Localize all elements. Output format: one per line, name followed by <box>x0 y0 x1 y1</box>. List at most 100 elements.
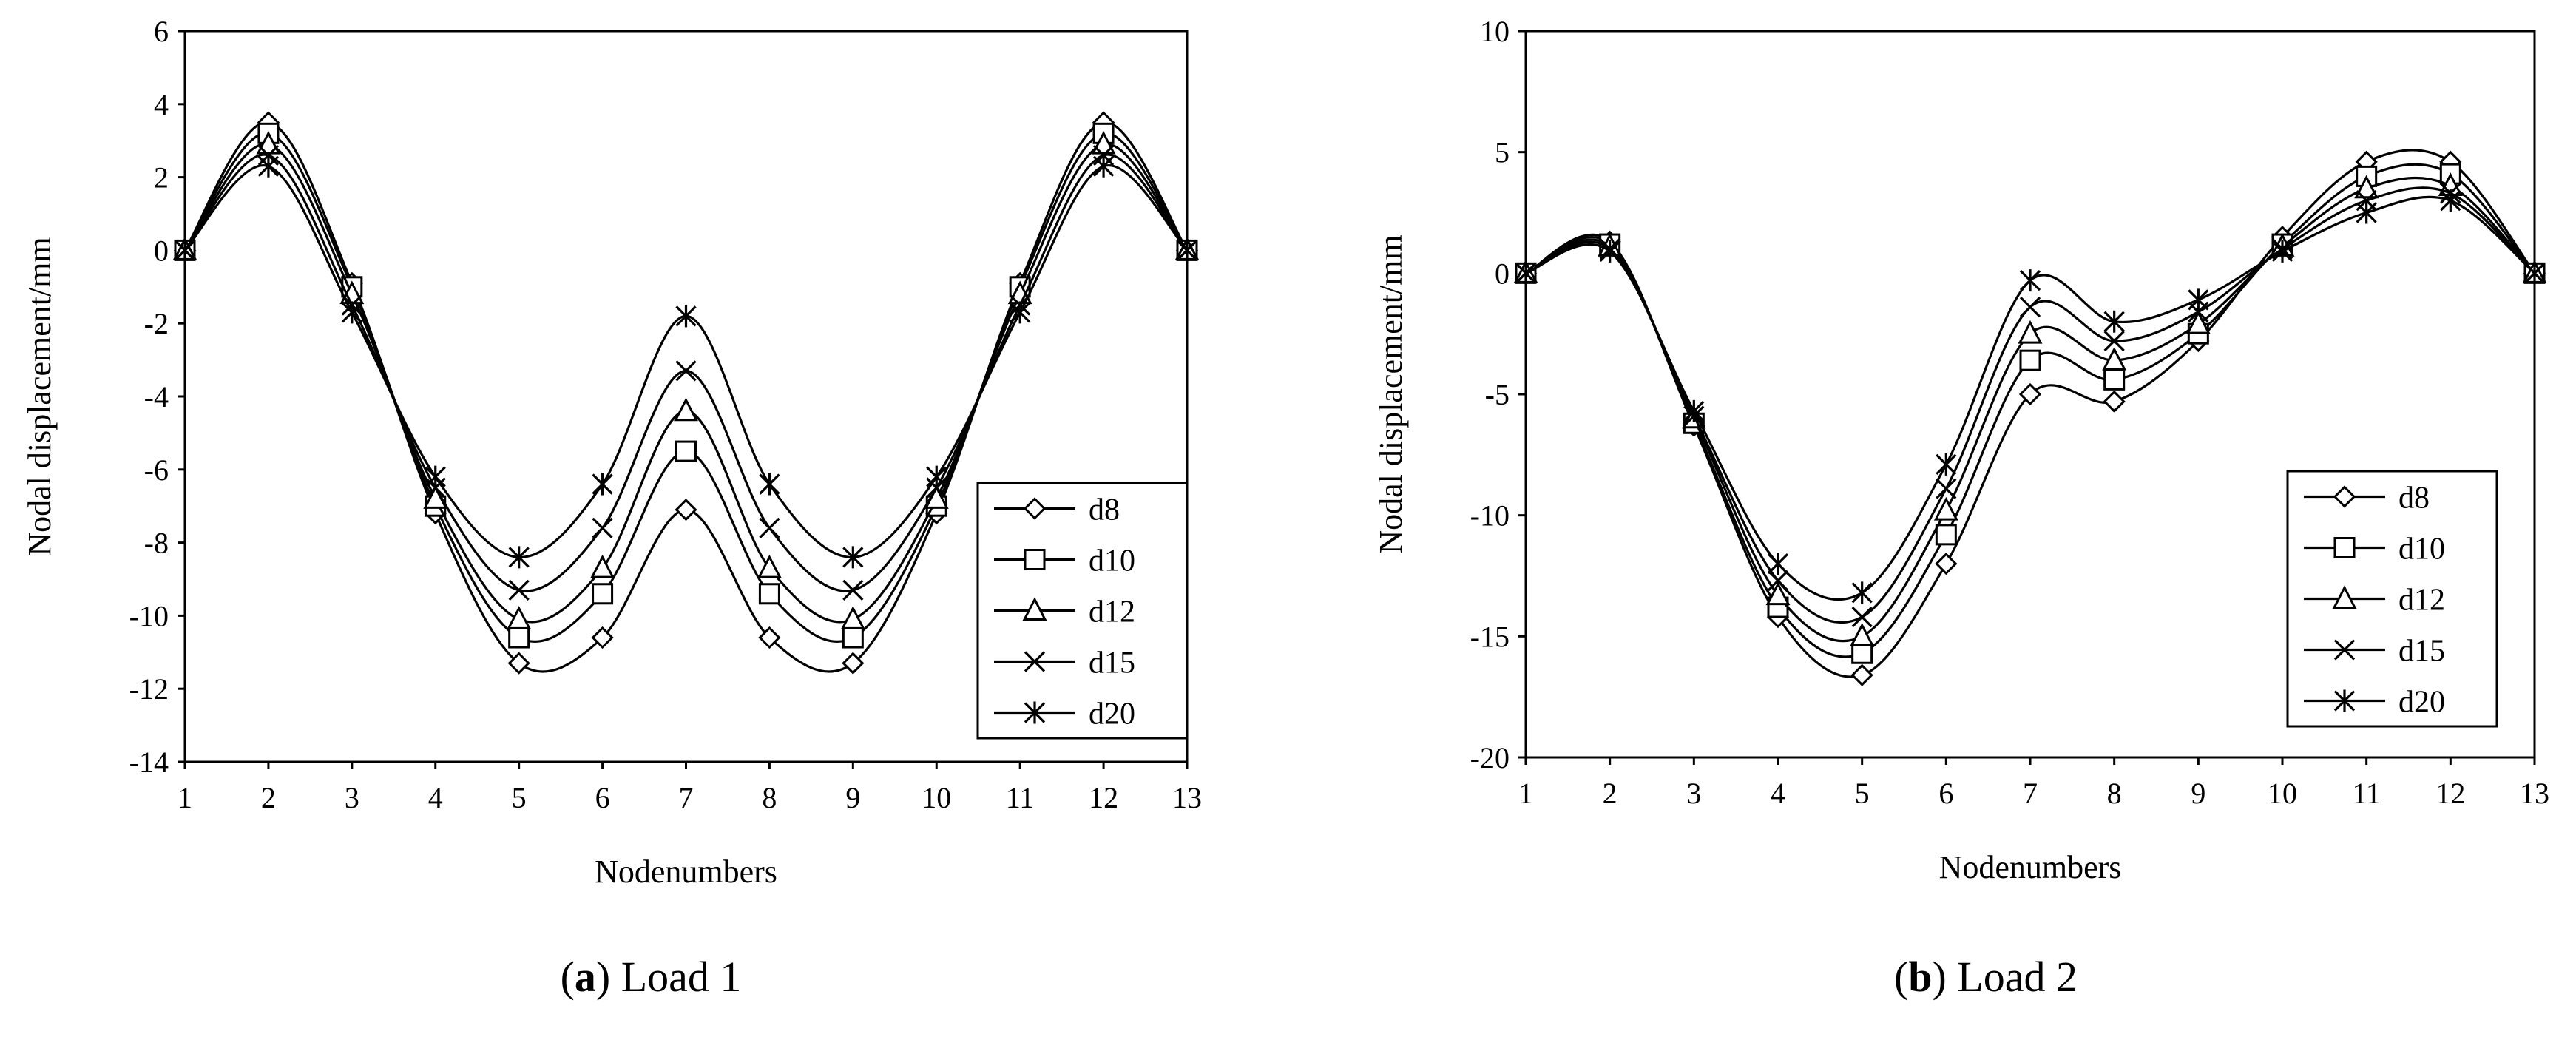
x-tick-label: 2 <box>261 781 276 814</box>
data-point-d8 <box>675 499 697 521</box>
data-point-d10 <box>2103 368 2126 391</box>
y-tick-label: 0 <box>1495 257 1510 290</box>
data-point-d8 <box>1935 553 1958 575</box>
data-point-d20 <box>2188 288 2209 311</box>
data-point-d20 <box>842 546 864 569</box>
data-point-d8 <box>758 626 781 649</box>
y-tick-label: -15 <box>1470 620 1510 653</box>
y-tick-label: 5 <box>1495 136 1510 169</box>
data-point-d20 <box>257 155 280 178</box>
x-tick-label: 6 <box>1938 777 1953 810</box>
legend-label: d10 <box>1089 544 1135 578</box>
caption-text: Load 1 <box>621 953 742 1001</box>
x-tick-label: 3 <box>345 781 359 814</box>
caption-text: Load 2 <box>1957 953 2078 1001</box>
legend-box <box>2286 470 2498 728</box>
data-point-d20 <box>1515 262 1537 285</box>
data-point-d15 <box>1936 478 1957 499</box>
data-point-d12 <box>840 606 865 629</box>
legend-label: d12 <box>2398 584 2445 618</box>
data-point-d20 <box>2019 269 2041 292</box>
data-point-d20 <box>1176 239 1198 262</box>
y-tick-label: 2 <box>154 161 169 195</box>
data-point-d20 <box>1010 301 1031 324</box>
x-tick-label: 4 <box>428 781 443 814</box>
data-point-d8 <box>2103 390 2126 413</box>
data-point-d20 <box>759 473 780 496</box>
legend-marker-d20 <box>2333 689 2356 712</box>
x-tick-label: 12 <box>2435 777 2465 810</box>
data-point-d20 <box>1683 399 1705 422</box>
legend-marker-d12 <box>1022 597 1047 621</box>
y-tick-label: -20 <box>1470 741 1510 774</box>
y-tick-label: 0 <box>154 234 169 267</box>
legend-label: d20 <box>1089 697 1135 732</box>
legend-label: d20 <box>2398 686 2445 720</box>
data-point-d20 <box>1936 453 1957 476</box>
data-point-d20 <box>2271 240 2293 263</box>
legend-marker-d12 <box>2332 585 2357 609</box>
legend: d8 d10 d12 d15 d20 <box>2286 470 2498 728</box>
x-tick-label: 4 <box>1771 777 1785 810</box>
caption-open-paren: ( <box>561 953 575 1001</box>
data-point-d12 <box>256 130 281 155</box>
y-tick-label: 10 <box>1480 15 1510 48</box>
data-point-d15 <box>675 360 697 382</box>
data-point-d12 <box>2018 320 2043 344</box>
legend-marker-d10 <box>1024 549 1046 570</box>
y-tick-label: -4 <box>144 380 169 413</box>
legend-label: d10 <box>2398 533 2445 567</box>
data-point-d20 <box>174 239 196 262</box>
data-point-d10 <box>758 583 780 605</box>
data-point-d15 <box>2103 330 2125 352</box>
data-point-d20 <box>2356 201 2377 224</box>
legend-item-d8: d8 <box>994 493 1120 527</box>
x-tick-label: 13 <box>2520 777 2549 810</box>
data-point-d15 <box>1767 570 1789 592</box>
y-tick-label: -10 <box>1470 499 1510 533</box>
caption-letter: a <box>575 953 596 1001</box>
figure-caption: (b) Load 2 <box>1894 953 2078 1001</box>
x-tick-label: 5 <box>1855 777 1870 810</box>
data-point-d20 <box>425 465 446 488</box>
y-tick-label: 4 <box>154 88 169 121</box>
data-point-d8 <box>1850 663 1873 686</box>
data-point-d15 <box>508 579 530 601</box>
data-point-d20 <box>341 301 362 324</box>
data-point-d12 <box>757 554 782 578</box>
data-point-d20 <box>2523 262 2546 285</box>
data-point-d20 <box>1092 155 1115 178</box>
series-d20 <box>174 155 1198 569</box>
x-tick-label: 9 <box>2191 777 2205 810</box>
data-point-d8 <box>2018 382 2042 406</box>
data-point-d8 <box>842 652 865 675</box>
caption-close-paren: ) <box>596 953 621 1001</box>
legend-label: d8 <box>2398 482 2430 516</box>
data-point-d12 <box>2354 175 2379 199</box>
x-tick-label: 2 <box>1603 777 1617 810</box>
legend-item-d10: d10 <box>994 544 1135 578</box>
legend-item-d15: d15 <box>994 646 1135 680</box>
legend-item-d20: d20 <box>2304 686 2445 720</box>
data-point-d15 <box>592 517 613 538</box>
x-axis-label: Nodenumbers <box>595 854 777 890</box>
data-point-d20 <box>1599 240 1620 263</box>
data-point-d10 <box>592 583 614 605</box>
data-point-d12 <box>1850 623 1875 646</box>
data-point-d10 <box>1935 524 1957 546</box>
data-point-d8 <box>591 626 614 649</box>
x-tick-label: 11 <box>2352 777 2381 810</box>
legend-label: d15 <box>2398 635 2445 669</box>
data-point-d10 <box>1851 642 1873 664</box>
figure-caption: (a) Load 1 <box>561 953 742 1001</box>
x-tick-label: 11 <box>1006 781 1035 814</box>
data-point-d12 <box>2185 310 2211 334</box>
x-tick-label: 3 <box>1686 777 1701 810</box>
data-point-d10 <box>508 626 530 649</box>
legend-marker-d10 <box>2333 537 2356 558</box>
data-point-d15 <box>2019 297 2041 318</box>
data-point-d12 <box>507 606 532 629</box>
y-axis-label: Nodal displacement/mm <box>1373 234 1409 553</box>
